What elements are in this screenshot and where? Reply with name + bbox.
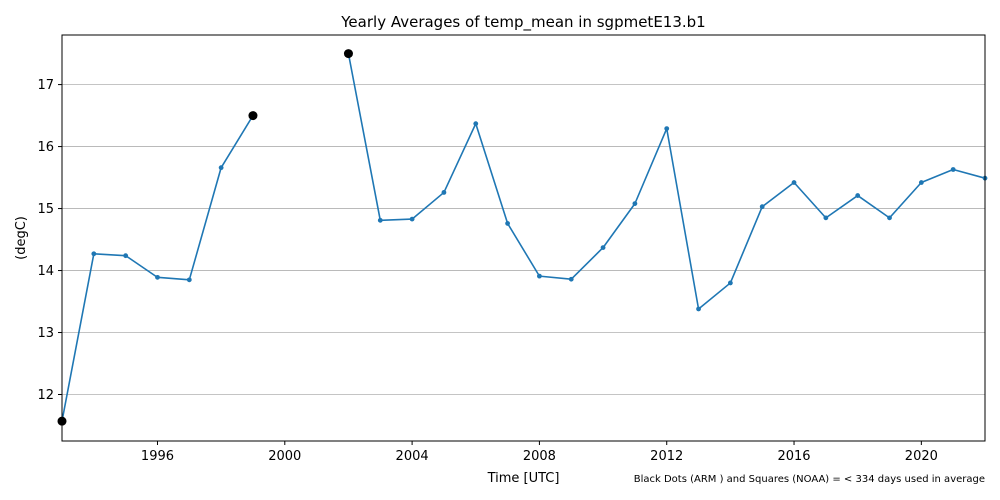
footnote: Black Dots (ARM ) and Squares (NOAA) = <… bbox=[634, 474, 985, 485]
y-tick-label: 13 bbox=[37, 326, 54, 341]
x-axis: 1996 2000 2004 2008 2012 2016 2020 bbox=[141, 441, 938, 464]
y-axis-label: (degC) bbox=[14, 216, 29, 260]
data-point bbox=[600, 245, 606, 251]
series-line bbox=[61, 115, 254, 422]
data-point bbox=[218, 165, 224, 171]
y-tick-label: 16 bbox=[37, 140, 54, 155]
x-tick-label: 2020 bbox=[905, 449, 938, 464]
data-point bbox=[664, 126, 670, 131]
data-point bbox=[91, 251, 97, 257]
x-tick-label: 2008 bbox=[523, 449, 556, 464]
x-tick-label: 1996 bbox=[141, 449, 174, 464]
x-tick-label: 2012 bbox=[650, 449, 683, 464]
data-point bbox=[441, 190, 447, 195]
data-point bbox=[409, 216, 415, 222]
data-point bbox=[918, 180, 924, 185]
data-point bbox=[186, 277, 192, 283]
plot-frame bbox=[61, 34, 986, 442]
y-tick-label: 12 bbox=[37, 388, 54, 403]
flagged-point bbox=[343, 49, 353, 59]
data-point bbox=[537, 273, 542, 279]
chart-title: Yearly Averages of temp_mean in sgpmetE1… bbox=[340, 13, 705, 32]
data-point bbox=[505, 221, 510, 226]
data-point bbox=[377, 217, 383, 223]
data-point bbox=[568, 276, 574, 282]
data-point bbox=[155, 274, 160, 280]
flagged-point bbox=[248, 111, 258, 121]
data-point bbox=[123, 253, 129, 259]
x-tick-label: 2004 bbox=[396, 449, 429, 464]
data-point bbox=[727, 280, 733, 286]
x-axis-label: Time [UTC] bbox=[487, 471, 560, 486]
x-tick-label: 2000 bbox=[268, 449, 301, 464]
data-point bbox=[791, 180, 797, 185]
data-point bbox=[950, 167, 956, 172]
data-point bbox=[759, 204, 765, 210]
data-point bbox=[887, 215, 892, 221]
data-point bbox=[823, 215, 829, 221]
y-tick-label: 15 bbox=[37, 202, 54, 217]
temperature-series bbox=[59, 51, 988, 424]
data-point bbox=[473, 121, 479, 127]
flagged-points bbox=[57, 49, 353, 426]
data-point bbox=[855, 193, 861, 198]
y-axis: 12 13 14 15 16 17 bbox=[37, 78, 62, 403]
gridlines bbox=[62, 84, 985, 395]
data-point bbox=[632, 201, 638, 206]
y-tick-label: 17 bbox=[37, 78, 54, 93]
data-point bbox=[696, 306, 701, 312]
x-tick-label: 2016 bbox=[777, 449, 810, 464]
y-tick-label: 14 bbox=[37, 264, 54, 279]
